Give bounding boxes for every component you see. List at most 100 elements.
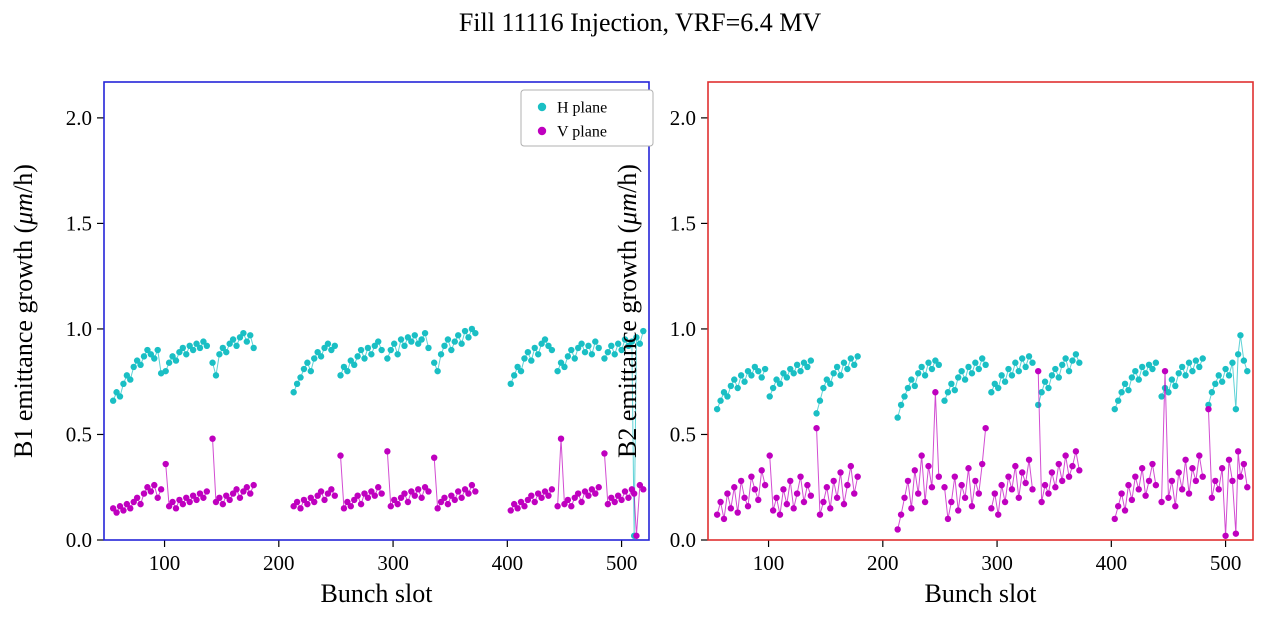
y-tick-label: 1.0 [66, 317, 92, 341]
data-point [384, 355, 391, 362]
data-point [321, 496, 328, 504]
data-point [928, 484, 936, 491]
data-point [524, 348, 532, 356]
data-point [961, 376, 969, 383]
data-point [921, 372, 929, 379]
data-point [630, 490, 638, 497]
data-point [418, 494, 425, 501]
data-point [1015, 367, 1022, 375]
data-point [1178, 486, 1186, 493]
data-point [737, 372, 745, 379]
data-point [790, 370, 797, 377]
data-point [588, 351, 596, 358]
data-point [162, 367, 169, 375]
data-point [1001, 498, 1009, 506]
data-point [744, 503, 752, 510]
data-point [364, 344, 372, 352]
data-point [548, 346, 556, 354]
data-point [507, 507, 514, 514]
data-point [531, 344, 538, 352]
data-point [1185, 490, 1193, 497]
data-point [991, 490, 998, 497]
data-point [1052, 484, 1059, 491]
data-point [800, 498, 808, 506]
data-point [941, 484, 948, 491]
data-point [640, 327, 647, 335]
data-point [921, 498, 929, 506]
data-point [734, 384, 741, 392]
data-point [995, 511, 1002, 518]
data-point [1121, 507, 1129, 514]
data-point [451, 496, 458, 504]
data-point [1199, 473, 1206, 480]
data-point [625, 494, 632, 501]
data-point [172, 357, 180, 364]
data-point [1045, 384, 1052, 392]
data-point [140, 490, 148, 497]
data-point [1182, 372, 1189, 379]
data-point [894, 526, 901, 533]
data-point [1218, 378, 1226, 385]
data-point [897, 401, 905, 409]
data-point [748, 473, 755, 480]
data-point [1058, 361, 1066, 369]
data-point [741, 494, 748, 501]
data-point [755, 367, 762, 375]
data-point [212, 372, 220, 379]
data-point [908, 376, 915, 383]
data-point [357, 346, 365, 354]
data-point [823, 484, 831, 491]
data-point [932, 389, 939, 396]
data-point [454, 488, 462, 495]
x-tick-label: 300 [377, 551, 409, 575]
data-point [1005, 365, 1012, 373]
data-point [196, 344, 204, 352]
data-point [415, 486, 422, 493]
data-point [337, 452, 344, 459]
data-point [354, 492, 361, 499]
data-point [972, 477, 979, 485]
data-point [904, 477, 912, 485]
data-point [915, 370, 922, 377]
data-point [1218, 465, 1226, 472]
data-point [925, 462, 932, 470]
data-point [787, 477, 794, 485]
data-point [955, 507, 962, 514]
data-point [958, 481, 965, 489]
data-point [290, 389, 297, 396]
x-tick-label: 200 [263, 551, 295, 575]
data-point [229, 336, 237, 343]
data-point [601, 355, 608, 362]
data-point [538, 494, 545, 501]
data-point [1215, 486, 1222, 493]
data-point [1237, 332, 1244, 339]
data-point [1114, 503, 1122, 510]
data-point [1008, 372, 1016, 379]
data-point [1019, 355, 1026, 362]
data-point [250, 481, 257, 489]
data-point [592, 490, 599, 497]
data-point [1225, 372, 1233, 379]
data-point [595, 484, 602, 491]
data-point [351, 361, 358, 369]
data-point [1121, 380, 1129, 388]
data-point [1132, 367, 1139, 375]
data-point [585, 342, 592, 350]
data-point [1189, 465, 1196, 472]
data-point [1005, 473, 1012, 480]
data-point [724, 490, 731, 497]
y-tick-label: 0.0 [66, 528, 92, 552]
data-point [304, 359, 311, 366]
data-point [109, 397, 117, 404]
data-point [951, 386, 958, 394]
data-point [901, 393, 908, 400]
data-point [1135, 376, 1142, 383]
data-point [948, 380, 955, 388]
y-tick-label: 1.0 [670, 317, 696, 341]
data-point [441, 342, 448, 350]
data-point [200, 494, 207, 501]
y-tick-label: 2.0 [66, 106, 92, 130]
data-point [941, 397, 948, 404]
data-point [387, 503, 394, 510]
data-point [918, 363, 925, 371]
